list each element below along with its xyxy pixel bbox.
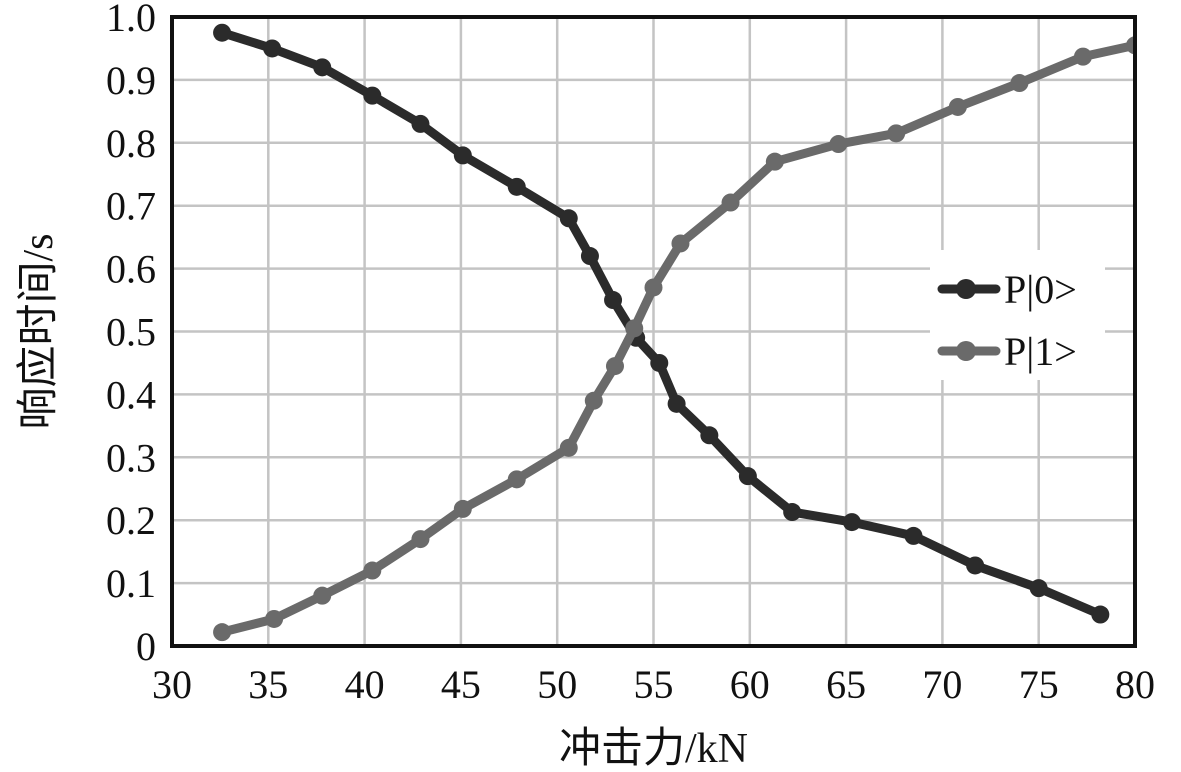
y-tick-label: 0.5: [106, 310, 156, 355]
data-point: [265, 609, 284, 628]
data-point: [783, 503, 802, 522]
data-point: [700, 426, 719, 445]
y-tick-label: 0.3: [106, 435, 156, 480]
legend: P|0> P|1>: [930, 250, 1105, 380]
data-point: [671, 234, 690, 253]
data-point: [721, 193, 740, 212]
data-point: [1126, 36, 1135, 55]
data-point: [263, 39, 282, 58]
tick-labels: 30 35 40 45 50 55 60 65 70 75 80 0 0.1 0.2 0.3 0.4 0.5 0.…: [106, 0, 1155, 707]
data-point: [738, 467, 757, 486]
data-point: [213, 23, 232, 42]
data-point: [559, 438, 578, 457]
data-point: [966, 556, 985, 575]
x-tick-label: 55: [634, 662, 674, 707]
legend-item: P|0>: [937, 267, 1077, 312]
plot-frame: [170, 15, 1137, 648]
y-tick-label: 1.0: [106, 0, 156, 40]
data-point: [644, 278, 663, 297]
data-point: [507, 177, 526, 196]
data-point: [559, 209, 578, 228]
data-point: [604, 291, 623, 310]
data-point: [904, 526, 923, 545]
data-point: [584, 391, 603, 410]
data-point: [213, 623, 232, 642]
x-axis-title: 冲击力/kN: [559, 726, 748, 772]
y-tick-label: 0.7: [106, 184, 156, 229]
x-tick-label: 30: [152, 662, 192, 707]
y-tick-label: 0.1: [106, 561, 156, 606]
data-point: [842, 513, 861, 532]
data-point: [765, 152, 784, 171]
data-point: [453, 499, 472, 518]
data-point: [829, 135, 848, 154]
x-tick-label: 60: [730, 662, 770, 707]
x-tick-label: 45: [441, 662, 481, 707]
x-tick-label: 80: [1115, 662, 1155, 707]
y-tick-label: 0.6: [106, 247, 156, 292]
y-tick-label: 0.8: [106, 121, 156, 166]
x-tick-label: 70: [922, 662, 962, 707]
data-point: [363, 561, 382, 580]
data-point: [411, 530, 430, 549]
series-group: [213, 23, 1135, 642]
data-point: [507, 470, 526, 489]
y-tick-label: 0: [136, 624, 156, 669]
data-point: [605, 357, 624, 376]
data-point: [887, 124, 906, 143]
data-point: [1010, 74, 1029, 93]
legend-label: P|1>: [1004, 329, 1077, 374]
data-point: [313, 58, 332, 77]
x-tick-label: 50: [537, 662, 577, 707]
data-point: [948, 97, 967, 116]
data-point: [1029, 579, 1048, 598]
data-point: [625, 319, 644, 338]
series-1: [213, 36, 1135, 642]
legend-marker: [956, 341, 976, 361]
data-point: [313, 586, 332, 605]
legend-background: [930, 250, 1105, 380]
y-axis-title: 响应时间/s: [15, 233, 62, 429]
data-point: [650, 353, 669, 372]
data-point: [580, 247, 599, 266]
x-tick-label: 35: [248, 662, 288, 707]
data-point: [363, 86, 382, 105]
data-point: [1073, 47, 1092, 66]
legend-marker: [956, 279, 976, 299]
y-tick-label: 0.4: [106, 372, 156, 417]
x-tick-label: 75: [1019, 662, 1059, 707]
legend-item: P|1>: [937, 329, 1077, 374]
y-tick-label: 0.2: [106, 498, 156, 543]
y-tick-label: 0.9: [106, 58, 156, 103]
legend-label: P|0>: [1004, 267, 1077, 312]
data-point: [667, 394, 686, 413]
data-point: [453, 146, 472, 165]
x-tick-label: 65: [826, 662, 866, 707]
x-tick-label: 40: [345, 662, 385, 707]
data-point: [1091, 605, 1110, 624]
data-point: [411, 114, 430, 133]
series-0: [213, 23, 1110, 624]
